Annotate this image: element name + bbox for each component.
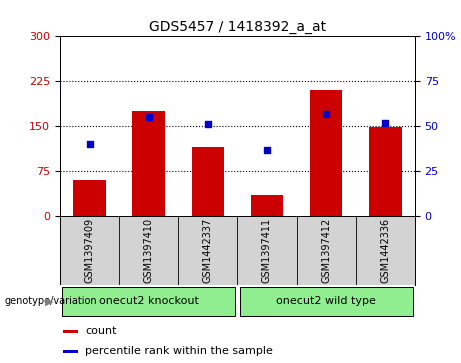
Bar [240, 287, 413, 316]
Text: GSM1442336: GSM1442336 [380, 218, 390, 283]
Bar [251, 195, 283, 216]
Text: GSM1397410: GSM1397410 [144, 218, 154, 283]
Text: onecut2 wild type: onecut2 wild type [276, 296, 376, 306]
Point [145, 114, 152, 120]
Text: GSM1397409: GSM1397409 [84, 218, 95, 283]
Bar [369, 127, 402, 216]
Text: onecut2 knockout: onecut2 knockout [99, 296, 199, 306]
Bar [73, 180, 106, 216]
Text: percentile rank within the sample: percentile rank within the sample [85, 346, 273, 356]
Text: GSM1397411: GSM1397411 [262, 218, 272, 283]
Text: ▶: ▶ [45, 296, 53, 306]
Bar [62, 287, 235, 316]
Bar [64, 350, 78, 353]
Bar [132, 111, 165, 216]
Point [86, 141, 93, 147]
Point [204, 122, 212, 127]
Point [263, 147, 271, 152]
Title: GDS5457 / 1418392_a_at: GDS5457 / 1418392_a_at [149, 20, 326, 34]
Text: count: count [85, 326, 117, 337]
Bar [64, 330, 78, 333]
Text: genotype/variation: genotype/variation [5, 296, 97, 306]
Bar [310, 90, 343, 216]
Text: GSM1442337: GSM1442337 [203, 218, 213, 283]
Bar [192, 147, 224, 216]
Text: GSM1397412: GSM1397412 [321, 218, 331, 283]
Point [382, 120, 389, 126]
Point [322, 111, 330, 117]
